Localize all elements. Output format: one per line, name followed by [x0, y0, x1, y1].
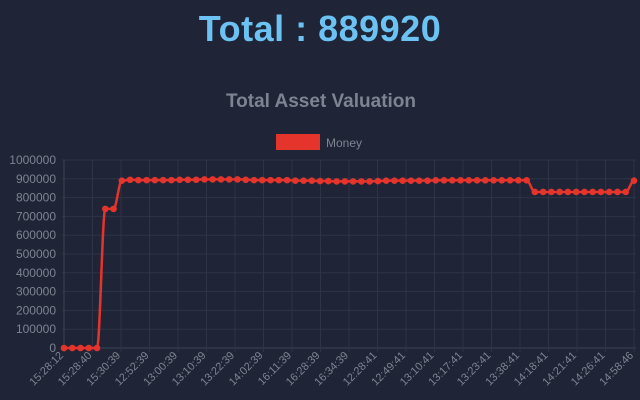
total-label: Total: [198, 8, 285, 49]
data-point[interactable]: [548, 188, 555, 196]
data-point[interactable]: [135, 176, 142, 184]
data-point[interactable]: [415, 177, 423, 184]
data-point[interactable]: [358, 178, 365, 185]
data-point[interactable]: [201, 176, 208, 183]
data-point[interactable]: [490, 177, 497, 184]
data-point[interactable]: [366, 178, 373, 185]
data-point[interactable]: [531, 188, 539, 196]
series-money: [60, 176, 638, 352]
chart-legend[interactable]: Money: [276, 134, 362, 150]
data-point[interactable]: [391, 177, 398, 184]
y-tick-label: 700000: [16, 209, 56, 223]
data-point[interactable]: [225, 176, 233, 183]
y-tick-label: 500000: [16, 247, 56, 261]
data-point[interactable]: [77, 344, 84, 352]
data-point[interactable]: [93, 344, 101, 352]
data-point[interactable]: [399, 177, 406, 184]
data-point[interactable]: [60, 344, 68, 352]
total-heading: Total : 889920: [0, 8, 640, 50]
data-point[interactable]: [126, 176, 134, 184]
y-tick-label: 900000: [16, 172, 56, 186]
data-point[interactable]: [572, 188, 580, 196]
data-point[interactable]: [316, 177, 324, 185]
data-point[interactable]: [349, 178, 357, 185]
data-point[interactable]: [581, 188, 588, 196]
legend-label: Money: [326, 136, 362, 150]
total-value: 889920: [318, 8, 442, 49]
data-point[interactable]: [102, 205, 109, 213]
data-point[interactable]: [622, 188, 630, 196]
data-point[interactable]: [589, 188, 596, 196]
y-tick-label: 1000000: [9, 153, 56, 167]
data-point[interactable]: [176, 176, 183, 184]
y-tick-label: 200000: [16, 303, 56, 317]
data-point[interactable]: [630, 177, 638, 184]
data-point[interactable]: [506, 177, 514, 184]
data-point[interactable]: [184, 176, 192, 184]
data-point[interactable]: [68, 344, 76, 352]
data-point[interactable]: [118, 177, 126, 184]
data-point[interactable]: [168, 176, 175, 184]
data-point[interactable]: [614, 188, 621, 196]
chart-title: Total Asset Valuation: [226, 91, 416, 112]
data-point[interactable]: [498, 177, 506, 184]
data-point[interactable]: [110, 205, 117, 213]
y-tick-label: 600000: [16, 228, 56, 242]
data-point[interactable]: [482, 177, 489, 184]
data-point[interactable]: [407, 177, 415, 184]
data-point[interactable]: [564, 188, 572, 196]
data-point[interactable]: [341, 178, 349, 185]
data-point[interactable]: [539, 188, 547, 196]
data-point[interactable]: [250, 176, 258, 184]
data-point[interactable]: [192, 176, 200, 184]
data-point[interactable]: [217, 176, 225, 183]
data-point[interactable]: [283, 176, 291, 184]
data-point[interactable]: [556, 188, 563, 196]
data-point[interactable]: [275, 176, 283, 184]
data-point[interactable]: [242, 176, 250, 184]
data-point[interactable]: [234, 176, 241, 183]
data-point[interactable]: [457, 177, 464, 184]
data-point[interactable]: [374, 177, 382, 185]
data-point[interactable]: [515, 177, 522, 184]
data-point[interactable]: [209, 176, 216, 183]
data-point[interactable]: [382, 177, 390, 184]
data-point[interactable]: [151, 176, 159, 184]
data-point[interactable]: [465, 177, 473, 184]
data-point[interactable]: [597, 188, 605, 196]
data-point[interactable]: [292, 177, 299, 184]
data-point[interactable]: [473, 177, 481, 184]
data-point[interactable]: [143, 176, 150, 184]
data-point[interactable]: [267, 176, 274, 184]
data-point[interactable]: [308, 177, 316, 184]
y-tick-label: 800000: [16, 191, 56, 205]
total-separator: :: [284, 8, 319, 49]
data-point[interactable]: [85, 344, 93, 352]
data-point[interactable]: [432, 177, 440, 184]
y-axis: 0 100000 200000 300000 400000 500000 600000 700…: [9, 153, 56, 355]
data-point[interactable]: [523, 177, 530, 184]
x-axis: 15:28:1215:28:4015:30:3912:52:3913:00:39…: [27, 350, 636, 389]
data-point[interactable]: [440, 177, 448, 184]
legend-swatch: [276, 134, 320, 150]
data-point[interactable]: [448, 177, 456, 184]
data-point[interactable]: [333, 178, 340, 185]
data-point[interactable]: [325, 177, 332, 185]
y-tick-label: 400000: [16, 266, 56, 280]
data-point[interactable]: [258, 176, 266, 184]
y-tick-label: 300000: [16, 285, 56, 299]
y-tick-label: 0: [49, 341, 56, 355]
data-point[interactable]: [159, 176, 167, 184]
grid-lines: [62, 159, 636, 352]
data-point[interactable]: [605, 188, 613, 196]
y-tick-label: 100000: [16, 322, 56, 336]
data-point[interactable]: [424, 177, 431, 184]
data-point[interactable]: [300, 177, 307, 184]
